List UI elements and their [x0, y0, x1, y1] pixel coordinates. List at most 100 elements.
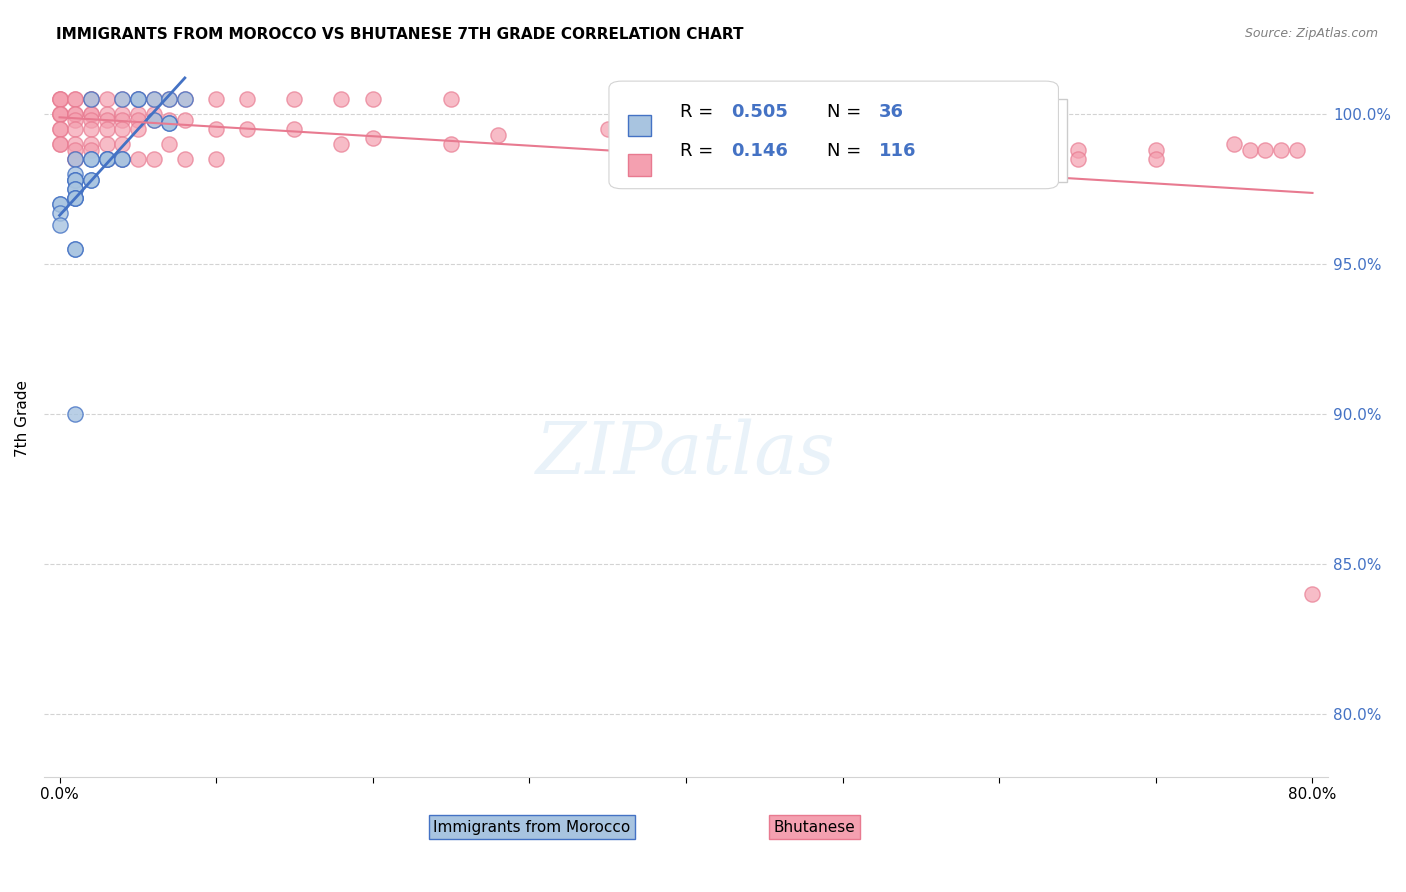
- Point: [236, 92, 259, 106]
- Point: [111, 106, 134, 120]
- Point: [63, 136, 86, 151]
- Point: [157, 115, 180, 129]
- Point: [127, 112, 149, 127]
- Point: [283, 121, 305, 136]
- Point: [111, 121, 134, 136]
- Point: [910, 152, 932, 166]
- Point: [1270, 143, 1292, 157]
- Point: [111, 92, 134, 106]
- Point: [440, 92, 463, 106]
- Point: [80, 136, 103, 151]
- Point: [63, 191, 86, 205]
- Point: [48, 205, 70, 219]
- Point: [127, 92, 149, 106]
- Point: [111, 152, 134, 166]
- Point: [142, 106, 165, 120]
- Point: [111, 136, 134, 151]
- Point: [173, 92, 195, 106]
- Point: [988, 143, 1011, 157]
- Point: [48, 92, 70, 106]
- Point: [63, 167, 86, 181]
- Point: [754, 152, 776, 166]
- Point: [205, 121, 228, 136]
- Point: [127, 92, 149, 106]
- Point: [675, 136, 697, 151]
- Point: [96, 92, 118, 106]
- Point: [63, 143, 86, 157]
- Point: [63, 106, 86, 120]
- Point: [142, 92, 165, 106]
- Point: [956, 167, 979, 181]
- Text: 116: 116: [879, 143, 917, 161]
- Point: [48, 106, 70, 120]
- Point: [63, 242, 86, 256]
- Point: [361, 130, 384, 145]
- Point: [48, 92, 70, 106]
- Point: [96, 106, 118, 120]
- Point: [96, 112, 118, 127]
- Point: [157, 115, 180, 129]
- Point: [63, 121, 86, 136]
- Text: Immigrants from Morocco: Immigrants from Morocco: [433, 820, 630, 835]
- Point: [63, 172, 86, 186]
- Point: [361, 92, 384, 106]
- Text: IMMIGRANTS FROM MOROCCO VS BHUTANESE 7TH GRADE CORRELATION CHART: IMMIGRANTS FROM MOROCCO VS BHUTANESE 7TH…: [56, 27, 744, 42]
- Point: [111, 92, 134, 106]
- Point: [1239, 143, 1261, 157]
- Point: [769, 152, 792, 166]
- Point: [80, 143, 103, 157]
- Point: [157, 92, 180, 106]
- Point: [63, 181, 86, 195]
- Point: [96, 152, 118, 166]
- FancyBboxPatch shape: [628, 115, 651, 136]
- Point: [80, 152, 103, 166]
- Point: [48, 92, 70, 106]
- Point: [988, 136, 1011, 151]
- Point: [157, 112, 180, 127]
- Point: [80, 172, 103, 186]
- Point: [48, 136, 70, 151]
- Point: [80, 152, 103, 166]
- Point: [63, 172, 86, 186]
- Point: [142, 152, 165, 166]
- Point: [48, 136, 70, 151]
- Point: [111, 152, 134, 166]
- Point: [157, 136, 180, 151]
- Point: [96, 152, 118, 166]
- Point: [205, 92, 228, 106]
- Point: [1254, 143, 1277, 157]
- Point: [142, 112, 165, 127]
- Point: [80, 92, 103, 106]
- Point: [127, 121, 149, 136]
- Point: [1223, 136, 1246, 151]
- Point: [111, 152, 134, 166]
- Point: [127, 152, 149, 166]
- Point: [1144, 152, 1167, 166]
- Point: [80, 121, 103, 136]
- Text: 36: 36: [879, 103, 904, 121]
- Point: [330, 92, 353, 106]
- Point: [96, 152, 118, 166]
- Point: [63, 172, 86, 186]
- Point: [96, 136, 118, 151]
- Point: [142, 92, 165, 106]
- Text: N =: N =: [827, 143, 868, 161]
- Point: [1301, 587, 1323, 601]
- Point: [80, 112, 103, 127]
- Point: [157, 92, 180, 106]
- Point: [63, 242, 86, 256]
- FancyBboxPatch shape: [628, 154, 651, 176]
- Text: 0.146: 0.146: [731, 143, 787, 161]
- Point: [48, 218, 70, 232]
- Point: [63, 191, 86, 205]
- Point: [63, 407, 86, 421]
- Point: [63, 92, 86, 106]
- Point: [80, 92, 103, 106]
- Point: [96, 152, 118, 166]
- Text: ZIPatlas: ZIPatlas: [536, 419, 835, 490]
- Point: [1285, 143, 1308, 157]
- Y-axis label: 7th Grade: 7th Grade: [15, 380, 30, 457]
- Point: [63, 181, 86, 195]
- Point: [236, 121, 259, 136]
- Point: [63, 112, 86, 127]
